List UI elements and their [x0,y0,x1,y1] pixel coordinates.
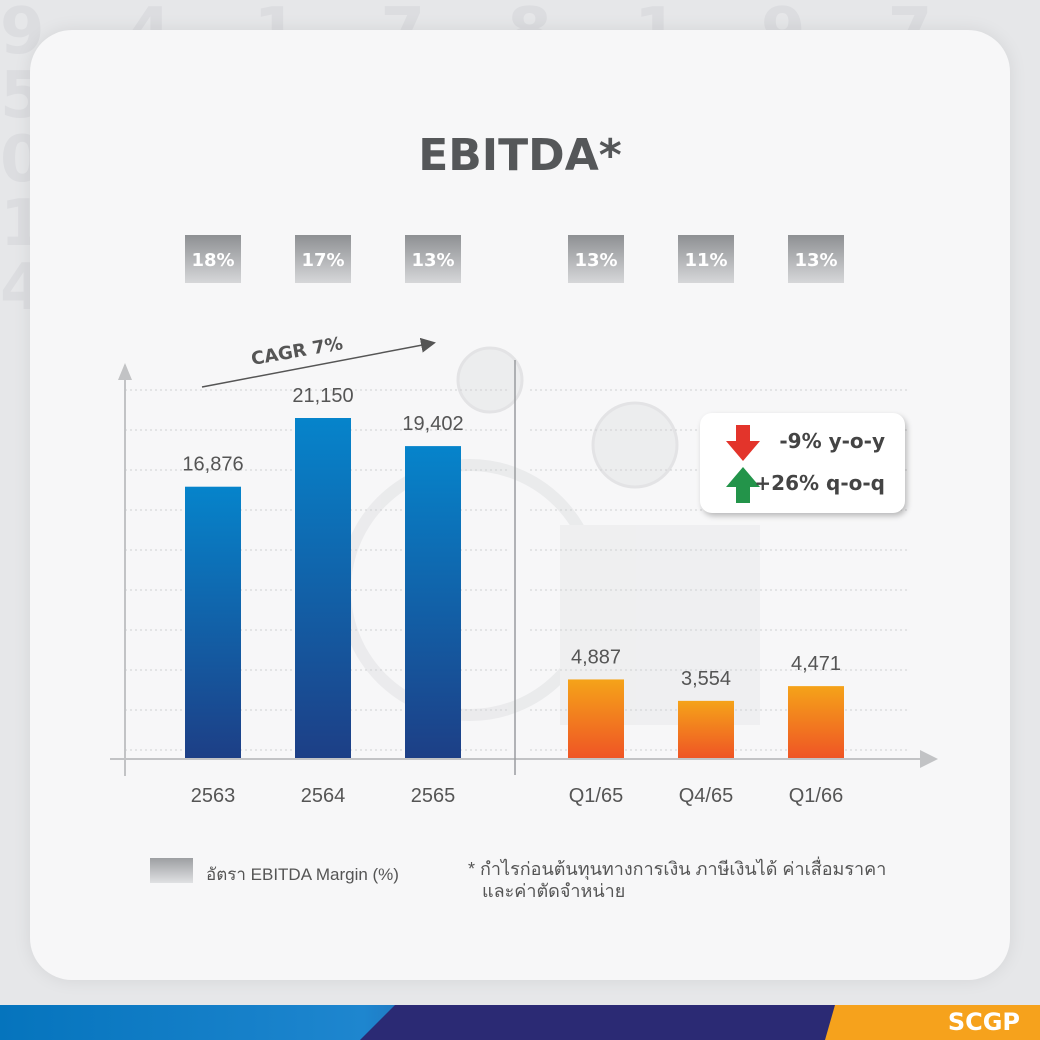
arrow-up-icon [726,467,760,503]
value-label: 16,876 [182,454,243,476]
margin-badge [788,235,844,283]
bar-Q4/65 [678,700,734,758]
chart-card: EBITDA* [30,30,1010,980]
qoq-row: +26% q-o-q [700,465,905,505]
y-axis-arrow [118,363,132,380]
margin-badge [295,235,351,283]
legend-label: อัตรา EBITDA Margin (%) [206,865,399,884]
bar-2565 [405,446,461,758]
margin-badge [405,235,461,283]
value-label: 3,554 [681,668,731,690]
margin-label: 13% [794,250,837,271]
category-label: 2564 [301,785,346,807]
chart-title: EBITDA* [418,130,622,181]
category-label: Q1/66 [789,785,843,807]
yoy-row: -9% y-o-y [700,423,905,463]
legend-swatch [150,858,193,883]
margin-label: 18% [191,250,234,271]
yoy-change: -9% y-o-y [779,429,885,453]
category-label: Q4/65 [679,785,733,807]
margin-label: 17% [301,250,344,271]
margin-badge [568,235,624,283]
bar-Q1/65 [568,679,624,758]
footnote-line-2: และค่าตัดจำหน่าย [482,881,626,901]
value-label: 4,471 [791,653,841,675]
value-label: 21,150 [292,385,353,407]
cagr-arrow [201,337,436,388]
cagr-label: CAGR 7% [250,333,345,370]
bottom-brand-bar [0,1005,1040,1040]
margin-badge [678,235,734,283]
category-label: 2565 [411,785,456,807]
category-label: Q1/65 [569,785,623,807]
margin-badge [185,235,241,283]
value-label: 19,402 [402,413,463,435]
margin-label: 11% [684,250,727,271]
x-axis-arrow [920,750,938,768]
bar-chart: CAGR 7% 16,876 2563 18% 21,150 2564 17% 19,402… [110,235,938,807]
brand-logo: SCGP [947,1008,1020,1036]
bar-2563 [185,486,241,758]
bar-2564 [295,418,351,758]
qoq-change: +26% q-o-q [754,471,885,495]
category-label: 2563 [191,785,236,807]
arrow-down-icon [726,425,760,461]
footnote-line-1: * กำไรก่อนต้นทุนทางการเงิน ภาษีเงินได้ ค… [468,859,887,879]
footnote: * กำไรก่อนต้นทุนทางการเงิน ภาษีเงินได้ ค… [468,858,948,902]
value-label: 4,887 [571,646,621,668]
margin-label: 13% [574,250,617,271]
change-indicator-box: -9% y-o-y +26% q-o-q [700,413,905,513]
margin-label: 13% [411,250,454,271]
bar-Q1/66 [788,686,844,758]
